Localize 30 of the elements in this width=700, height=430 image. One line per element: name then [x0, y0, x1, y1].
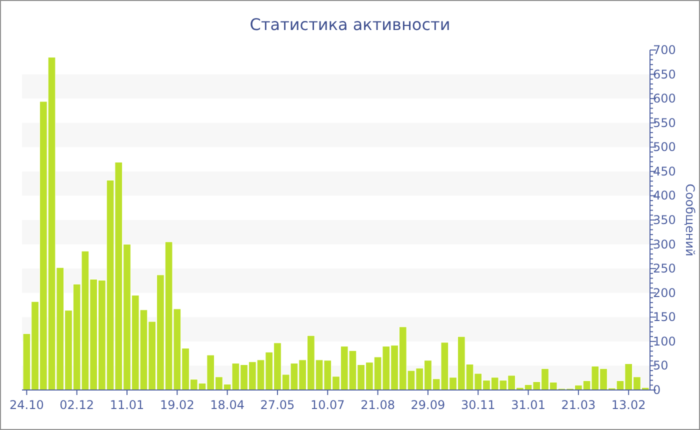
x-tick-label: 21.03	[561, 398, 596, 412]
x-tick-label: 31.01	[511, 398, 546, 412]
x-tick-label: 24.10	[10, 398, 44, 412]
y-axis-title: Сообщений	[683, 184, 697, 256]
y-tick-label: 450	[653, 164, 676, 178]
x-tick-label: 30.11	[460, 398, 496, 412]
chart-title: Статистика активности	[250, 15, 450, 34]
y-tick-label: 400	[653, 188, 676, 203]
x-tick-label: 02.12	[60, 398, 94, 412]
y-tick-label: 50	[653, 358, 668, 373]
y-tick-label: 150	[653, 310, 676, 324]
x-tick-label: 11.01	[110, 398, 144, 412]
y-tick-label: 500	[653, 140, 676, 154]
y-tick-label: 250	[653, 262, 676, 276]
x-tick-label: 29.09	[410, 398, 446, 412]
y-tick-label: 650	[653, 67, 676, 82]
x-tick-label: 13.02	[611, 398, 646, 412]
y-tick-label: 600	[653, 92, 676, 106]
x-tick-label: 19.02	[160, 398, 194, 412]
y-tick-label: 0	[653, 383, 661, 397]
y-tick-label: 300	[653, 237, 676, 252]
y-tick-label: 350	[653, 213, 676, 227]
y-tick-label: 550	[653, 116, 676, 130]
x-tick-label: 21.08	[360, 398, 395, 412]
x-tick-label: 18.04	[210, 398, 244, 412]
x-tick-label: 27.05	[260, 398, 295, 412]
y-tick-label: 200	[653, 286, 676, 300]
y-tick-label: 100	[653, 334, 676, 348]
x-tick-label: 10.07	[310, 398, 345, 412]
y-tick-label: 700	[653, 43, 676, 57]
